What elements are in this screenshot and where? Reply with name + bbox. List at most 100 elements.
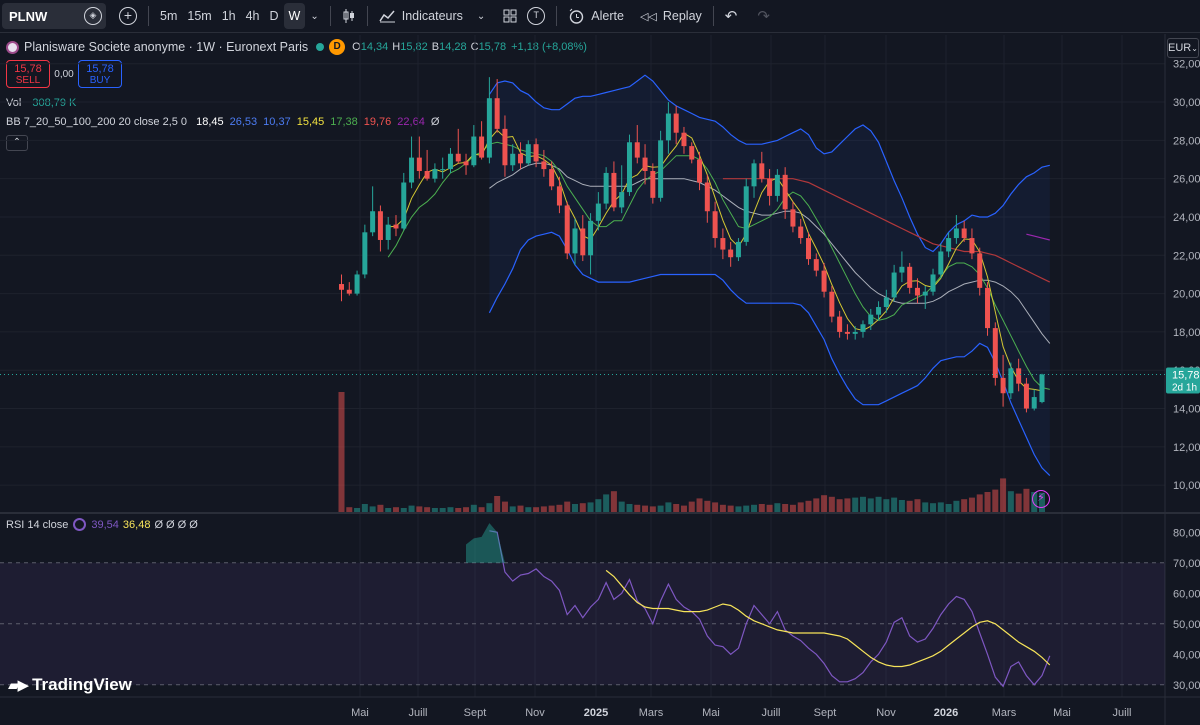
chart-type-button[interactable] [337, 3, 361, 29]
candle-body[interactable] [502, 128, 508, 166]
candle-body[interactable] [728, 249, 734, 258]
rsi-legend[interactable]: RSI 14 close 39,54 36,48 Ø Ø Ø Ø [6, 518, 198, 531]
candle-body[interactable] [907, 266, 913, 288]
candle-body[interactable] [339, 284, 344, 290]
candle-body[interactable] [1031, 397, 1037, 409]
candle-body[interactable] [447, 153, 453, 170]
candle-body[interactable] [837, 316, 843, 332]
candle-body[interactable] [712, 211, 718, 239]
candle-body[interactable] [541, 161, 547, 170]
candle-body[interactable] [510, 153, 516, 166]
candle-body[interactable] [580, 228, 586, 256]
candle-body[interactable] [992, 328, 998, 378]
candle-body[interactable] [665, 113, 671, 141]
indicators-dropdown-icon[interactable]: ⌄ [476, 10, 486, 22]
candle-body[interactable] [790, 209, 796, 227]
symbol-search-box[interactable]: PLNW ◈ [2, 3, 106, 29]
candle-body[interactable] [634, 142, 640, 158]
timeframe-w[interactable]: W [283, 3, 306, 29]
sell-button[interactable]: 15,78 SELL [6, 60, 50, 88]
candle-body[interactable] [346, 289, 352, 294]
candle-body[interactable] [806, 238, 811, 260]
candle-body[interactable] [603, 172, 609, 204]
candle-body[interactable] [1000, 377, 1006, 394]
candle-body[interactable] [486, 98, 492, 158]
candle-body[interactable] [650, 171, 656, 198]
candle-body[interactable] [961, 228, 967, 239]
candle-body[interactable] [868, 314, 874, 325]
candle-body[interactable] [494, 98, 500, 129]
candle-body[interactable] [821, 270, 827, 292]
candle-body[interactable] [525, 144, 531, 164]
candle-body[interactable] [852, 331, 858, 334]
collapse-legend-button[interactable]: ⌃ [6, 135, 28, 151]
candle-body[interactable] [946, 238, 952, 252]
candle-body[interactable] [969, 238, 975, 254]
candle-body[interactable] [440, 169, 446, 171]
undo-button[interactable]: ↶ [720, 3, 743, 29]
candle-body[interactable] [401, 182, 407, 229]
candle-body[interactable] [432, 169, 438, 179]
candle-body[interactable] [658, 140, 664, 198]
layout-grid-button[interactable] [498, 3, 522, 29]
candle-body[interactable] [362, 232, 368, 275]
templates-button[interactable]: T [522, 3, 550, 29]
candle-body[interactable] [673, 113, 679, 133]
candle-body[interactable] [1016, 368, 1022, 384]
candle-body[interactable] [985, 287, 991, 329]
volume-legend[interactable]: Vol 308,79 K [6, 97, 76, 109]
redo-button[interactable]: ↷ [752, 3, 775, 29]
timeframe-5m[interactable]: 5m [160, 9, 178, 23]
candle-body[interactable] [930, 274, 936, 292]
candle-body[interactable] [619, 192, 625, 208]
candle-body[interactable] [595, 203, 601, 221]
candle-body[interactable] [626, 142, 632, 193]
timeframe-15m[interactable]: 15m [187, 9, 212, 23]
symbol-title[interactable]: Planisware Societe anonyme · 1W · Eurone… [24, 40, 309, 54]
candle-body[interactable] [385, 224, 391, 240]
indicators-button[interactable]: Indicateurs ⌄ [374, 3, 491, 29]
candle-body[interactable] [813, 259, 819, 271]
candle-body[interactable] [743, 186, 749, 242]
candle-body[interactable] [642, 157, 648, 172]
alert-button[interactable]: Alerte [563, 3, 629, 29]
timeframe-dropdown-icon[interactable]: ⌄ [310, 10, 319, 22]
buy-button[interactable]: 15,78 BUY [78, 60, 122, 88]
candle-body[interactable] [689, 146, 695, 160]
candle-body[interactable] [953, 228, 959, 239]
candle-body[interactable] [751, 163, 757, 187]
candle-body[interactable] [455, 153, 461, 162]
compare-symbol-icon[interactable]: ◈ [84, 7, 102, 25]
add-symbol-button[interactable]: + [114, 3, 142, 29]
candle-body[interactable] [704, 182, 710, 212]
candle-body[interactable] [463, 161, 469, 166]
rsi-settings-icon[interactable] [73, 518, 87, 531]
candle-body[interactable] [611, 172, 617, 208]
candle-body[interactable] [899, 266, 905, 273]
candle-body[interactable] [938, 251, 944, 275]
candle-body[interactable] [393, 224, 399, 229]
bb-legend[interactable]: BB 7_20_50_100_200 20 close 2,5 0 18,45 2… [6, 116, 439, 128]
candle-body[interactable] [588, 220, 594, 256]
candle-body[interactable] [556, 186, 562, 206]
candle-body[interactable] [774, 174, 780, 196]
delayed-data-badge[interactable]: D [329, 39, 346, 55]
candle-body[interactable] [735, 241, 741, 258]
candle-body[interactable] [377, 211, 383, 240]
candle-body[interactable] [1039, 374, 1045, 403]
candle-body[interactable] [370, 211, 376, 233]
candle-body[interactable] [782, 174, 788, 210]
lightning-icon[interactable]: ⚡ [1032, 490, 1050, 508]
replay-button[interactable]: ◁◁ Replay [635, 3, 707, 29]
candle-body[interactable] [720, 238, 726, 250]
timeframe-4h[interactable]: 4h [245, 9, 260, 23]
candle-body[interactable] [409, 157, 415, 183]
candle-body[interactable] [549, 169, 555, 187]
candle-body[interactable] [681, 132, 687, 147]
candle-body[interactable] [479, 136, 485, 158]
currency-selector[interactable]: EUR⌄ [1167, 38, 1199, 58]
candle-body[interactable] [1008, 368, 1014, 394]
market-status-icon[interactable] [316, 43, 325, 51]
candle-body[interactable] [518, 153, 524, 164]
